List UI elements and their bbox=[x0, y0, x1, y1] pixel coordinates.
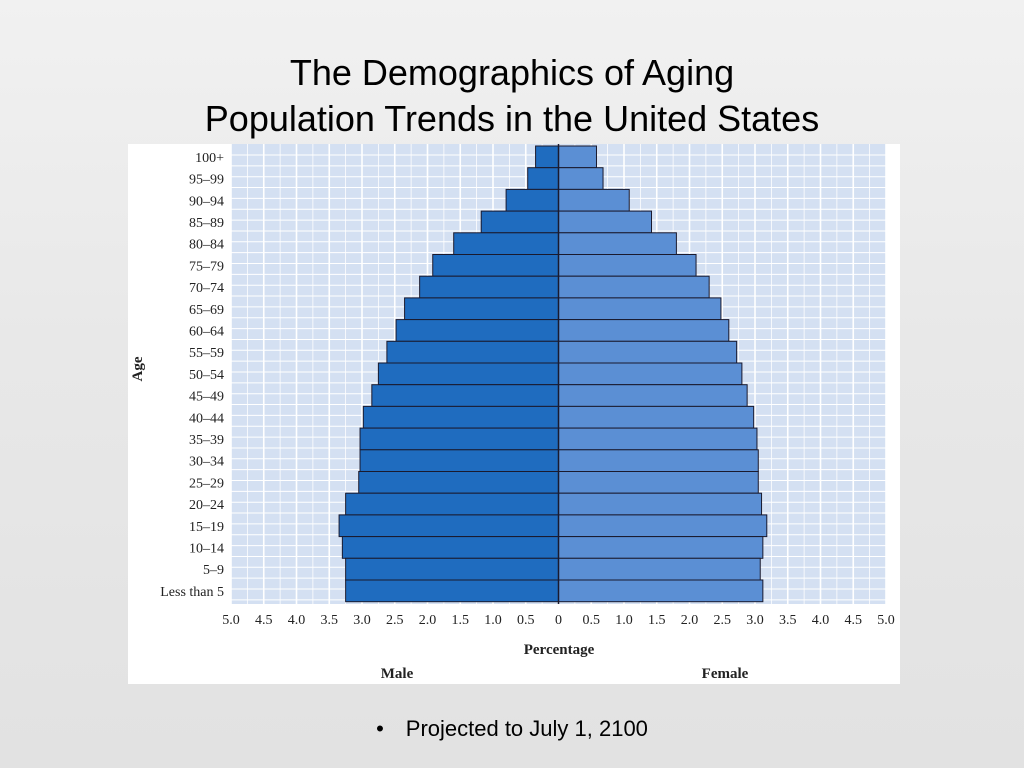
x-tick-label: 4.0 bbox=[288, 613, 306, 628]
x-tick-label: 3.0 bbox=[353, 613, 371, 628]
bar-female bbox=[558, 405, 755, 429]
bullet-text: Projected to July 1, 2100 bbox=[405, 716, 648, 741]
bar-male bbox=[345, 557, 559, 581]
category-label: Less than 5 bbox=[160, 585, 224, 600]
x-tick-label: 4.5 bbox=[845, 613, 863, 628]
slide-title-line-1: The Demographics of Aging bbox=[289, 52, 735, 93]
bar-female bbox=[558, 210, 653, 234]
bullet-dot: • bbox=[376, 716, 384, 741]
bar-female bbox=[558, 167, 604, 190]
category-label: 65–69 bbox=[189, 303, 224, 318]
x-tick-label: 1.0 bbox=[615, 613, 633, 628]
x-tick-label: 3.5 bbox=[779, 613, 797, 628]
bar-male bbox=[386, 340, 560, 364]
x-tick-label: 1.0 bbox=[484, 613, 502, 628]
bar-male bbox=[362, 405, 559, 429]
slide-title: The Demographics of Aging Population Tre… bbox=[0, 50, 1024, 142]
x-tick-label: 5.0 bbox=[222, 613, 240, 628]
category-label: 80–84 bbox=[189, 238, 224, 253]
pyramid-svg: 100+ 95–99 90–94 85–89 80–84 75–79 70–74 65–69 6… bbox=[130, 144, 895, 682]
bars bbox=[338, 144, 768, 604]
x-tick-label: 1.5 bbox=[648, 613, 666, 628]
category-label: 70–74 bbox=[189, 281, 224, 296]
category-label: 95–99 bbox=[189, 173, 224, 188]
bar-female bbox=[558, 319, 730, 342]
bar-male bbox=[371, 384, 559, 407]
bar-female bbox=[558, 362, 743, 386]
category-label: 5–9 bbox=[203, 563, 224, 578]
bar-female bbox=[558, 514, 768, 538]
bar-female bbox=[558, 254, 697, 277]
bar-female bbox=[558, 145, 597, 169]
x-tick-label: 3.0 bbox=[746, 613, 764, 628]
category-label: 35–39 bbox=[189, 433, 224, 448]
slide-title-line-2: Population Trends in the United States bbox=[204, 98, 820, 139]
category-label: 20–24 bbox=[189, 498, 224, 513]
bar-female bbox=[558, 492, 763, 516]
bar-male bbox=[395, 319, 559, 342]
x-tick-label: 2.5 bbox=[386, 613, 404, 628]
bar-male bbox=[341, 536, 559, 559]
bar-female bbox=[558, 188, 630, 212]
male-label: Male bbox=[381, 666, 414, 682]
x-tick-label: 0.5 bbox=[517, 613, 535, 628]
category-labels: 100+ 95–99 90–94 85–89 80–84 75–79 70–74 65–69 6… bbox=[160, 151, 224, 600]
bar-male bbox=[505, 188, 560, 212]
x-tick-label: 3.5 bbox=[321, 613, 339, 628]
x-axis-title: Percentage bbox=[524, 642, 595, 658]
bar-male bbox=[358, 471, 559, 494]
bar-male bbox=[338, 514, 559, 538]
bar-male bbox=[359, 449, 559, 472]
x-tick-label: 2.5 bbox=[714, 613, 732, 628]
bar-female bbox=[558, 275, 710, 299]
category-label: 85–89 bbox=[189, 216, 224, 231]
bar-female bbox=[558, 427, 758, 451]
category-label: 75–79 bbox=[189, 259, 224, 274]
bar-male bbox=[535, 145, 560, 169]
x-tick-label: 0.5 bbox=[583, 613, 601, 628]
bar-male bbox=[359, 427, 559, 451]
category-label: 10–14 bbox=[189, 541, 224, 556]
category-label: 55–59 bbox=[189, 346, 224, 361]
bar-male bbox=[404, 297, 560, 321]
category-label: 50–54 bbox=[189, 368, 224, 383]
x-tick-label: 4.0 bbox=[812, 613, 830, 628]
category-label: 45–49 bbox=[189, 390, 224, 405]
female-label: Female bbox=[702, 666, 749, 682]
bar-female bbox=[558, 536, 764, 559]
bar-female bbox=[558, 471, 759, 494]
bar-female bbox=[558, 340, 738, 364]
x-tick-label: 1.5 bbox=[452, 613, 470, 628]
x-tick-labels: 5.0 4.5 4.0 3.5 3.0 2.5 2.0 1.5 1.0 0.5 0 0.5 1.0 1.5… bbox=[222, 613, 895, 628]
x-tick-label: 4.5 bbox=[255, 613, 273, 628]
bullet-note: • Projected to July 1, 2100 bbox=[0, 716, 1024, 742]
bar-male bbox=[432, 254, 559, 277]
bar-female bbox=[558, 297, 722, 321]
category-label: 60–64 bbox=[189, 324, 224, 339]
bar-male bbox=[480, 210, 559, 234]
x-tick-label: 0 bbox=[555, 613, 562, 628]
bar-female bbox=[558, 557, 761, 581]
bar-female bbox=[558, 232, 677, 256]
x-tick-label: 2.0 bbox=[419, 613, 437, 628]
category-label: 30–34 bbox=[189, 455, 224, 470]
x-tick-label: 5.0 bbox=[877, 613, 895, 628]
bar-male bbox=[527, 167, 559, 190]
bar-male bbox=[419, 275, 560, 299]
category-label: 15–19 bbox=[189, 520, 224, 535]
category-label: 90–94 bbox=[189, 194, 224, 209]
y-axis-title: Age bbox=[130, 356, 146, 381]
bar-female bbox=[558, 384, 748, 407]
population-pyramid-chart: 100+ 95–99 90–94 85–89 80–84 75–79 70–74 65–69 6… bbox=[128, 144, 900, 684]
bar-male bbox=[453, 232, 560, 256]
category-label: 40–44 bbox=[189, 411, 224, 426]
bar-male bbox=[345, 579, 559, 603]
bar-female bbox=[558, 449, 759, 472]
x-tick-label: 2.0 bbox=[681, 613, 699, 628]
category-label: 25–29 bbox=[189, 476, 224, 491]
category-label: 100+ bbox=[195, 151, 224, 166]
bar-male bbox=[345, 492, 559, 516]
bar-female bbox=[558, 579, 764, 603]
bar-male bbox=[377, 362, 559, 386]
